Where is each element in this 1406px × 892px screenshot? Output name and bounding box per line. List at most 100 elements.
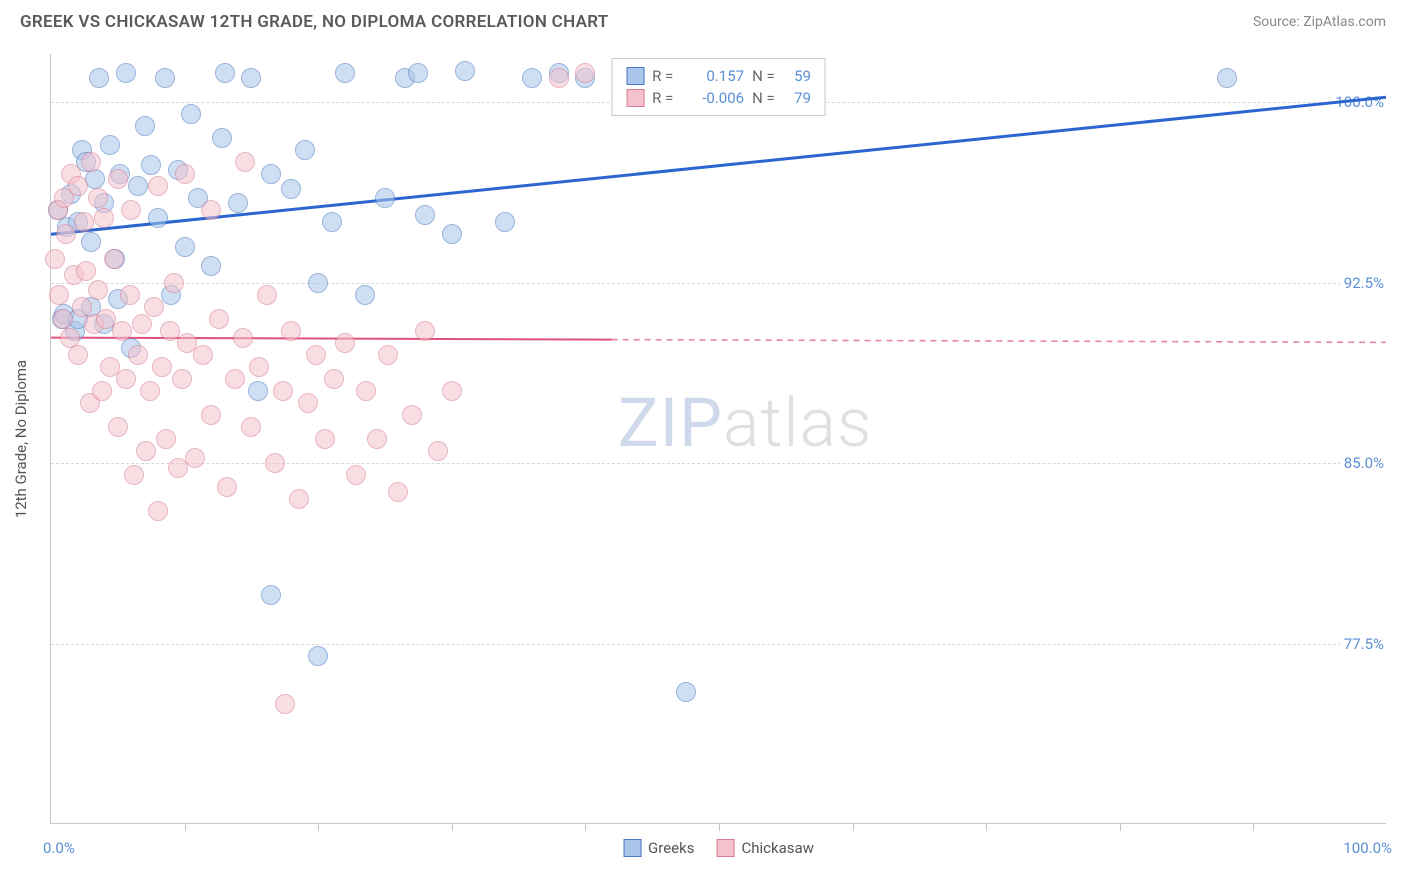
- chart-title: GREEK VS CHICKASAW 12TH GRADE, NO DIPLOM…: [20, 12, 609, 32]
- scatter-point-chickasaw: [121, 200, 141, 220]
- scatter-point-chickasaw: [356, 381, 376, 401]
- scatter-point-greeks: [335, 63, 355, 83]
- gridline: [51, 283, 1386, 284]
- scatter-point-chickasaw: [193, 345, 213, 365]
- scatter-point-chickasaw: [209, 309, 229, 329]
- scatter-point-chickasaw: [257, 285, 277, 305]
- scatter-point-greeks: [1217, 68, 1237, 88]
- scatter-point-chickasaw: [346, 465, 366, 485]
- scatter-point-greeks: [148, 208, 168, 228]
- scatter-point-chickasaw: [378, 345, 398, 365]
- x-axis-min-label: 0.0%: [43, 839, 75, 857]
- watermark: ZIPatlas: [618, 383, 873, 463]
- scatter-point-greeks: [175, 237, 195, 257]
- scatter-point-greeks: [135, 116, 155, 136]
- scatter-point-greeks: [248, 381, 268, 401]
- scatter-point-chickasaw: [275, 694, 295, 714]
- x-tick: [185, 823, 186, 831]
- correlation-chart: 12th Grade, No Diploma 100.0%92.5%85.0%7…: [50, 54, 1386, 824]
- x-tick: [1253, 823, 1254, 831]
- scatter-point-greeks: [128, 176, 148, 196]
- scatter-point-chickasaw: [76, 261, 96, 281]
- scatter-point-chickasaw: [273, 381, 293, 401]
- x-tick: [719, 823, 720, 831]
- scatter-point-greeks: [116, 63, 136, 83]
- scatter-point-chickasaw: [201, 405, 221, 425]
- scatter-point-chickasaw: [265, 453, 285, 473]
- gridline: [51, 463, 1386, 464]
- scatter-point-chickasaw: [415, 321, 435, 341]
- scatter-point-chickasaw: [124, 465, 144, 485]
- x-tick: [986, 823, 987, 831]
- scatter-point-chickasaw: [201, 200, 221, 220]
- scatter-point-greeks: [155, 68, 175, 88]
- scatter-point-greeks: [408, 63, 428, 83]
- scatter-point-greeks: [455, 61, 475, 81]
- scatter-point-chickasaw: [367, 429, 387, 449]
- scatter-point-chickasaw: [108, 169, 128, 189]
- scatter-point-chickasaw: [442, 381, 462, 401]
- scatter-point-chickasaw: [144, 297, 164, 317]
- scatter-point-chickasaw: [88, 280, 108, 300]
- scatter-point-greeks: [215, 63, 235, 83]
- legend-item-chickasaw: Chickasaw: [716, 839, 813, 857]
- scatter-point-greeks: [141, 155, 161, 175]
- x-axis-max-label: 100.0%: [1343, 839, 1392, 857]
- scatter-point-chickasaw: [108, 417, 128, 437]
- x-tick: [585, 823, 586, 831]
- scatter-point-greeks: [676, 682, 696, 702]
- scatter-point-chickasaw: [217, 477, 237, 497]
- swatch-greeks: [626, 67, 644, 85]
- legend-item-greeks: Greeks: [623, 839, 694, 857]
- scatter-point-greeks: [212, 128, 232, 148]
- y-axis-label: 12th Grade, No Diploma: [12, 359, 30, 517]
- trend-line-dashed: [612, 340, 1386, 343]
- scatter-point-greeks: [281, 179, 301, 199]
- scatter-point-chickasaw: [148, 176, 168, 196]
- scatter-point-chickasaw: [92, 381, 112, 401]
- scatter-point-chickasaw: [575, 63, 595, 83]
- scatter-point-greeks: [355, 285, 375, 305]
- scatter-point-chickasaw: [175, 164, 195, 184]
- watermark-zip: ZIP: [618, 383, 723, 463]
- scatter-point-chickasaw: [116, 369, 136, 389]
- x-tick: [318, 823, 319, 831]
- bottom-legend: Greeks Chickasaw: [623, 839, 814, 857]
- greeks-n-value: 59: [794, 67, 811, 85]
- scatter-point-greeks: [295, 140, 315, 160]
- chickasaw-n-value: 79: [794, 89, 811, 107]
- scatter-point-chickasaw: [549, 68, 569, 88]
- scatter-point-chickasaw: [104, 249, 124, 269]
- y-tick-label: 100.0%: [1331, 93, 1388, 111]
- scatter-point-chickasaw: [136, 441, 156, 461]
- scatter-point-chickasaw: [241, 417, 261, 437]
- scatter-point-chickasaw: [68, 345, 88, 365]
- scatter-point-chickasaw: [120, 285, 140, 305]
- legend-swatch-chickasaw: [716, 839, 734, 857]
- legend-label-chickasaw: Chickasaw: [741, 839, 813, 857]
- x-tick: [853, 823, 854, 831]
- scatter-point-chickasaw: [281, 321, 301, 341]
- watermark-atlas: atlas: [723, 383, 873, 463]
- scatter-point-greeks: [522, 68, 542, 88]
- scatter-point-chickasaw: [53, 309, 73, 329]
- scatter-point-chickasaw: [68, 176, 88, 196]
- scatter-point-chickasaw: [128, 345, 148, 365]
- scatter-point-chickasaw: [388, 482, 408, 502]
- greeks-r-value: 0.157: [688, 67, 744, 85]
- stats-row-chickasaw: R = -0.006 N = 79: [626, 87, 811, 109]
- scatter-point-chickasaw: [112, 321, 132, 341]
- stats-legend-box: R = 0.157 N = 59 R = -0.006 N = 79: [611, 58, 826, 116]
- scatter-point-chickasaw: [45, 249, 65, 269]
- scatter-point-chickasaw: [298, 393, 318, 413]
- chickasaw-r-value: -0.006: [688, 89, 744, 107]
- scatter-point-greeks: [241, 68, 261, 88]
- scatter-point-chickasaw: [315, 429, 335, 449]
- gridline: [51, 644, 1386, 645]
- legend-label-greeks: Greeks: [648, 839, 694, 857]
- legend-swatch-greeks: [623, 839, 641, 857]
- scatter-point-chickasaw: [49, 285, 69, 305]
- scatter-point-chickasaw: [132, 314, 152, 334]
- scatter-point-chickasaw: [160, 321, 180, 341]
- scatter-point-chickasaw: [233, 328, 253, 348]
